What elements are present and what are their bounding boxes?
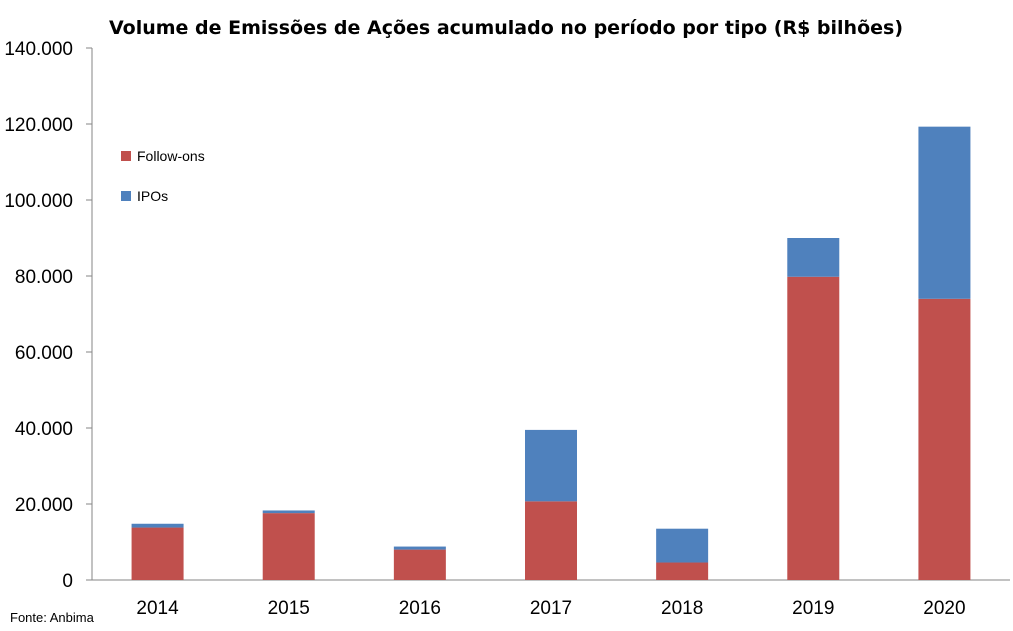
legend-swatch bbox=[121, 191, 131, 201]
bar-ipos-2020 bbox=[918, 126, 971, 299]
bar-ipos-2017 bbox=[525, 429, 577, 502]
bar-follow-ons-2015 bbox=[262, 513, 315, 580]
x-tick-label: 2019 bbox=[792, 598, 834, 619]
x-tick-label: 2017 bbox=[530, 598, 572, 619]
bar-ipos-2014 bbox=[131, 523, 184, 528]
y-axis: 0 20.000 40.000 60.000 80.000 100.000 120.000 1… bbox=[4, 39, 93, 592]
legend: Follow-ons IPOs bbox=[121, 148, 205, 204]
bar-follow-ons-2016 bbox=[393, 549, 446, 580]
legend-label: Follow-ons bbox=[137, 148, 205, 164]
y-tick-label: 80.000 bbox=[15, 267, 73, 288]
x-tick-label: 2020 bbox=[923, 598, 965, 619]
y-tick-label: 120.000 bbox=[4, 115, 73, 136]
x-tick-label: 2015 bbox=[268, 598, 310, 619]
chart-title: Volume de Emissões de Ações acumulado no… bbox=[109, 17, 903, 39]
x-axis: 2014 2015 2016 2017 2018 2019 2020 bbox=[92, 579, 1010, 619]
y-tick-label: 20.000 bbox=[15, 495, 73, 516]
y-tick-label: 60.000 bbox=[15, 343, 73, 364]
bar-ipos-2019 bbox=[787, 238, 840, 277]
bar-follow-ons-2014 bbox=[131, 527, 184, 580]
y-tick-label: 100.000 bbox=[4, 191, 73, 212]
legend-swatch bbox=[121, 151, 131, 161]
y-tick-label: 140.000 bbox=[4, 39, 73, 60]
bar-follow-ons-2017 bbox=[525, 501, 577, 580]
legend-label: IPOs bbox=[137, 188, 168, 204]
x-tick-label: 2014 bbox=[136, 598, 179, 619]
bar-ipos-2015 bbox=[262, 510, 315, 514]
bar-follow-ons-2019 bbox=[787, 276, 840, 580]
bar-follow-ons-2020 bbox=[918, 298, 971, 580]
bar-follow-ons-2018 bbox=[656, 562, 709, 580]
bars bbox=[131, 126, 971, 580]
source-note: Fonte: Anbima bbox=[10, 610, 95, 625]
y-tick-label: 0 bbox=[62, 571, 73, 592]
bar-ipos-2018 bbox=[656, 528, 709, 563]
x-tick-label: 2018 bbox=[661, 598, 703, 619]
x-tick-label: 2016 bbox=[399, 598, 441, 619]
bar-ipos-2016 bbox=[393, 546, 446, 550]
y-tick-label: 40.000 bbox=[15, 419, 73, 440]
